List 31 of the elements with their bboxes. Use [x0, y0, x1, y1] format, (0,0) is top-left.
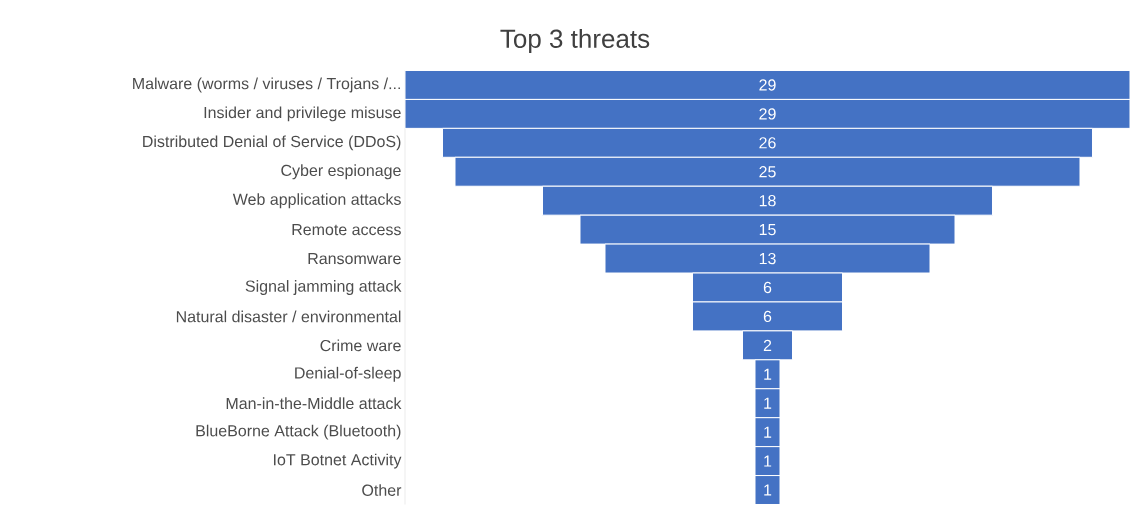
data-label: 1: [764, 368, 772, 380]
data-label: 1: [764, 426, 772, 438]
data-label: 18: [759, 195, 776, 207]
data-label: 1: [764, 484, 772, 496]
category-label: Cyber espionage: [281, 164, 401, 180]
category-label: Web application attacks: [232, 193, 401, 209]
category-label: BlueBorne Attack (Bluetooth): [196, 424, 401, 440]
data-label: 13: [759, 252, 776, 265]
category-label: Malware (worms / viruses / Trojans /...: [133, 77, 400, 93]
category-label: Other: [362, 484, 402, 496]
data-label: 29: [759, 79, 776, 91]
data-label: 1: [764, 397, 772, 409]
category-label: Remote access: [292, 224, 401, 236]
data-label: 2: [763, 339, 772, 351]
category-label: Man-in-the-Middle attack: [226, 397, 402, 410]
data-label: 15: [759, 224, 776, 236]
category-label: Crime ware: [320, 339, 401, 352]
category-label: Ransomware: [308, 252, 401, 265]
category-label: Denial-of-sleep: [295, 366, 401, 382]
category-label: Insider and privilege misuse: [204, 106, 401, 122]
data-label: 1: [764, 455, 772, 467]
data-label: 29: [759, 108, 776, 120]
data-label: 26: [759, 137, 776, 149]
data-label: 6: [763, 281, 772, 294]
data-label: 6: [763, 310, 772, 323]
category-label: Natural disaster / environmental: [176, 310, 401, 323]
category-label: IoT Botnet Activity: [274, 453, 402, 469]
category-label: Signal jamming attack: [245, 280, 402, 295]
category-label: Distributed Denial of Service (DDoS): [143, 135, 401, 151]
data-label: 25: [759, 166, 776, 178]
text: Top 3 threats: [500, 28, 650, 54]
